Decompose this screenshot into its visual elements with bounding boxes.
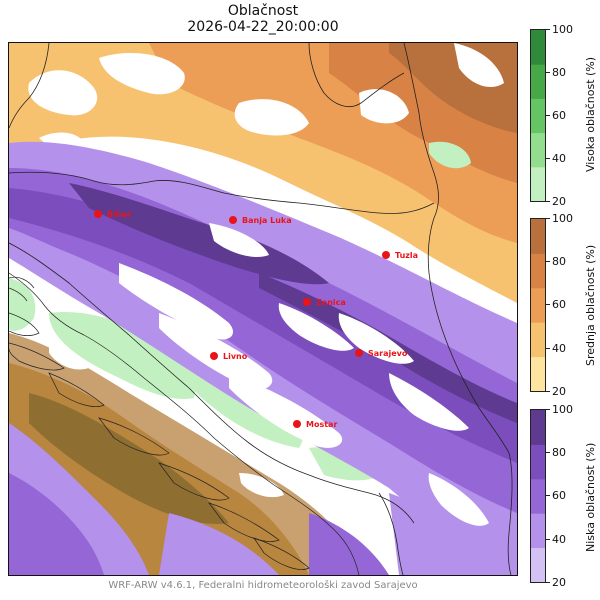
colorbar-high-cloud-label: Visoka oblačnost (%)	[584, 56, 597, 172]
colorbar-swatch	[531, 219, 545, 254]
colorbar-high-cloud-swatches	[531, 30, 545, 201]
tick-label: 20	[546, 195, 566, 208]
tick-label: 60	[546, 109, 566, 122]
city-label: Mostar	[306, 420, 337, 429]
city-dot	[355, 349, 363, 357]
colorbar-low-cloud-label: Niska oblačnost (%)	[584, 442, 597, 552]
colorbar-swatch	[531, 132, 545, 168]
city-tuzla: Tuzla	[382, 251, 418, 260]
city-dot	[293, 420, 301, 428]
city-label: Livno	[223, 352, 248, 361]
tick-label: 20	[546, 576, 566, 589]
city-label: Tuzla	[395, 251, 418, 260]
city-zenica: Zenica	[303, 298, 346, 307]
tick-label: 40	[546, 533, 566, 546]
colorbar-swatch	[531, 513, 545, 549]
colorbar-high-cloud	[530, 29, 546, 202]
colorbar-mid-cloud-label: Srednja oblačnost (%)	[584, 244, 597, 366]
country-borders	[9, 43, 513, 575]
city-markers: Bihać Banja Luka Tuzla Zenica Livno Sara…	[94, 209, 418, 429]
city-bihac: Bihać	[94, 209, 132, 219]
tick-label: 100	[546, 403, 573, 416]
tick-label: 60	[546, 298, 566, 311]
tick-label: 20	[546, 385, 566, 398]
colorbar-swatch	[531, 166, 545, 201]
city-label: Zenica	[316, 298, 346, 307]
lower-cloud-region	[9, 333, 504, 575]
city-banja-luka: Banja Luka	[229, 216, 292, 225]
footer-credit: WRF-ARW v4.6.1, Federalni hidrometeorolo…	[108, 580, 418, 591]
colorbar-swatch	[531, 98, 545, 134]
tick-label: 80	[546, 446, 566, 459]
city-dot	[94, 210, 102, 218]
tick-label: 80	[546, 66, 566, 79]
city-dot	[303, 298, 311, 306]
city-label: Banja Luka	[242, 216, 292, 225]
city-livno: Livno	[210, 352, 248, 361]
colorbar-swatch	[531, 253, 545, 289]
colorbar-swatch	[531, 30, 545, 65]
colorbar-mid-cloud	[530, 218, 546, 392]
city-label: Sarajevo	[368, 349, 408, 358]
city-dot	[210, 352, 218, 360]
city-label: Bihać	[107, 209, 132, 219]
mid-cloud-upper	[9, 43, 517, 303]
tick-label: 40	[546, 342, 566, 355]
cloud-cover-map: Bihać Banja Luka Tuzla Zenica Livno Sara…	[8, 42, 518, 576]
map-title: Oblačnost	[227, 3, 299, 19]
tick-label: 100	[546, 23, 573, 36]
city-sarajevo: Sarajevo	[355, 349, 408, 358]
colorbar-swatch	[531, 478, 545, 514]
colorbar-low-cloud	[530, 409, 546, 583]
city-mostar: Mostar	[293, 420, 337, 429]
city-dot	[229, 216, 237, 224]
low-cloud-band	[9, 141, 517, 575]
colorbar-swatch	[531, 547, 545, 582]
tick-label: 80	[546, 255, 566, 268]
colorbar-swatch	[531, 356, 545, 391]
tick-label: 40	[546, 152, 566, 165]
colorbar-swatch	[531, 410, 545, 445]
colorbar-low-cloud-swatches	[531, 410, 545, 582]
colorbar-swatch	[531, 322, 545, 358]
coastline	[9, 272, 360, 575]
tick-label: 100	[546, 212, 573, 225]
colorbar-swatch	[531, 287, 545, 323]
colorbar-swatch	[531, 444, 545, 480]
colorbar-mid-cloud-swatches	[531, 219, 545, 391]
map-datetime: 2026-04-22_20:00:00	[187, 19, 339, 35]
colorbar-swatch	[531, 64, 545, 99]
tick-label: 60	[546, 489, 566, 502]
city-dot	[382, 251, 390, 259]
